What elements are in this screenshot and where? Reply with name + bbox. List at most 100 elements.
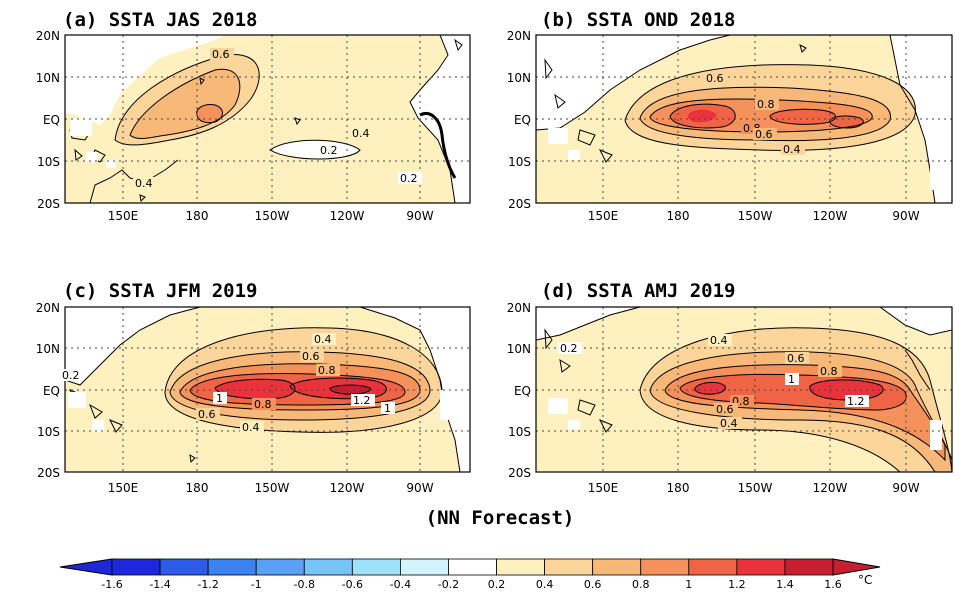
panel-a-contour-labels: 0.6 0.4 0.2 0.2 0.4 — [133, 48, 422, 190]
panel-d-clabel: 0.2 — [560, 342, 578, 355]
panel-d-clabel: 0.6 — [716, 403, 734, 416]
panel-b-xtick: 150E — [588, 209, 619, 223]
panel-a-xtick: 180 — [186, 209, 209, 223]
panel-d-contour-labels: 0.4 0.6 0.8 1 0.8 0.6 0.4 1.2 0.2 — [558, 334, 869, 430]
panel-b-contour-labels: 0.6 0.8 0.8 0.6 0.4 — [704, 72, 805, 156]
colorbar-swatch — [111, 558, 161, 576]
panel-d: (d) SSTA AMJ 2019 — [507, 280, 953, 495]
panel-a-xtick: 150E — [108, 209, 139, 223]
panel-b-xtick: 90W — [892, 209, 919, 223]
colorbar-swatch — [207, 558, 257, 576]
panel-c-frame — [64, 306, 471, 473]
panel-a-xtick: 150W — [255, 209, 290, 223]
panel-b-frame — [535, 34, 953, 204]
colorbar-swatch — [399, 558, 449, 576]
colorbar-tick: 1 — [685, 578, 692, 591]
colorbar-swatch — [351, 558, 401, 576]
panel-b-grid — [536, 35, 952, 203]
colorbar-arrow-low — [59, 558, 113, 576]
colorbar-swatch — [640, 558, 690, 576]
panel-c-title: (c) SSTA JFM 2019 — [63, 280, 257, 302]
panel-a-xtick: 90W — [406, 209, 433, 223]
panel-a-clabel: 0.2 — [320, 144, 338, 157]
panel-d-ytick: 10S — [508, 425, 531, 439]
panel-b-xtick: 120W — [813, 209, 848, 223]
panel-d-xtick: 180 — [667, 481, 690, 495]
panel-a-clabel: 0.2 — [400, 172, 418, 185]
colorbar-tick: 0.2 — [488, 578, 506, 591]
panel-d-ytick: 10N — [507, 342, 531, 356]
panel-a-ytick: EQ — [43, 113, 60, 127]
colorbar-swatch — [159, 558, 209, 576]
panel-c-clabel: 0.4 — [242, 421, 260, 434]
panel-d-xtick: 150E — [588, 481, 619, 495]
panel-c-xtick: 120W — [330, 481, 365, 495]
panel-a-ytick: 10S — [37, 155, 60, 169]
panel-c-clabel: 0.6 — [198, 408, 216, 421]
panel-b-xtick: 150W — [738, 209, 773, 223]
panel-d-clabel: 0.6 — [787, 352, 805, 365]
colorbar-swatch — [592, 558, 642, 576]
colorbar-tick: 1.6 — [824, 578, 842, 591]
colorbar-arrow-high — [832, 558, 881, 576]
panel-d-xtick: 90W — [892, 481, 919, 495]
colorbar-unit: °C — [858, 573, 872, 587]
panel-a-clabel: 0.4 — [135, 177, 153, 190]
panel-b-clabel: 0.8 — [757, 98, 775, 111]
panel-c-clabel: 1.2 — [353, 394, 371, 407]
panel-a-ytick: 20N — [36, 29, 60, 43]
panel-c-clabel: 0.2 — [62, 369, 80, 382]
panel-b-title: (b) SSTA OND 2018 — [541, 9, 735, 31]
panel-a-ytick: 10N — [36, 71, 60, 85]
panel-c-axes: 20N 10N EQ 10S 20S 150E 180 150W 120W 90… — [36, 301, 434, 495]
colorbar-tick: -0.8 — [294, 578, 315, 591]
colorbar-swatch — [784, 558, 834, 576]
panel-d-xtick: 120W — [813, 481, 848, 495]
panel-b-clabel: 0.6 — [706, 72, 724, 85]
panel-b-ytick: 20S — [508, 197, 531, 211]
panel-a-axes: 20N 10N EQ 10S 20S 150E 180 150W 120W 90… — [36, 29, 434, 223]
panel-a-title: (a) SSTA JAS 2018 — [63, 9, 257, 31]
colorbar-tick: -1.6 — [101, 578, 122, 591]
panel-c-ytick: 20N — [36, 301, 60, 315]
panel-d-axes: 20N 10N EQ 10S 20S 150E 180 150W 120W 90… — [507, 301, 920, 495]
panel-c-clabel: 1 — [384, 402, 391, 415]
panel-c-ytick: EQ — [43, 384, 60, 398]
panel-d-clabel: 1 — [788, 373, 795, 386]
panel-c-clabel: 0.6 — [302, 350, 320, 363]
panel-c-xtick: 150E — [108, 481, 139, 495]
panel-c-clabel: 0.8 — [318, 364, 336, 377]
panel-b-clabel: 0.4 — [783, 143, 801, 156]
panel-a-frame — [64, 34, 471, 204]
panel-d-field — [536, 307, 952, 472]
panel-c: (c) SSTA JFM 2019 — [36, 280, 471, 495]
panel-d-clabel: 1.2 — [847, 395, 865, 408]
colorbar: -1.6 -1.4 -1.2 -1 -0.8 -0.6 -0.4 -0.2 0.2 0.4 0.6 0… — [59, 558, 881, 591]
panel-a-clabel: 0.4 — [352, 127, 370, 140]
colorbar-swatch — [688, 558, 738, 576]
colorbar-swatch — [736, 558, 786, 576]
forecast-label: (NN Forecast) — [426, 507, 575, 529]
panel-b-ytick: 10S — [508, 155, 531, 169]
panel-c-ytick: 10S — [37, 425, 60, 439]
panel-d-frame — [535, 306, 953, 473]
colorbar-tick: -1.2 — [197, 578, 218, 591]
panel-b: (b) SSTA OND 2018 — [507, 9, 953, 223]
panel-b-ytick: 10N — [507, 71, 531, 85]
panel-d-ytick: EQ — [514, 384, 531, 398]
colorbar-swatch — [448, 558, 497, 576]
panel-c-clabel: 1 — [216, 392, 223, 405]
panel-c-ytick: 10N — [36, 342, 60, 356]
panel-c-xtick: 90W — [406, 481, 433, 495]
panel-c-contour-labels: 0.4 0.6 0.8 1 0.8 1.2 1 0.6 0.4 0.2 — [61, 333, 395, 434]
panel-b-clabel: 0.6 — [755, 128, 773, 141]
colorbar-tick: -1.4 — [149, 578, 170, 591]
panel-d-title: (d) SSTA AMJ 2019 — [541, 280, 735, 302]
panel-a: (a) SSTA JAS 2018 — [36, 9, 471, 223]
colorbar-tick: -1 — [251, 578, 262, 591]
panel-d-clabel: 0.4 — [720, 417, 738, 430]
colorbar-swatch — [496, 558, 545, 576]
colorbar-swatch — [303, 558, 353, 576]
panel-b-ytick: EQ — [514, 113, 531, 127]
